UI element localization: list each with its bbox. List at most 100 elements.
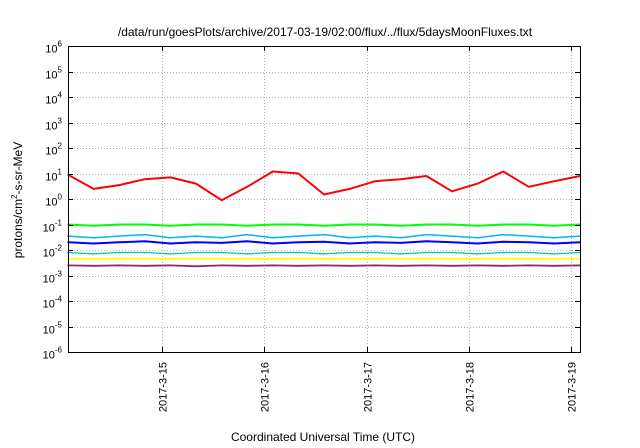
data-point xyxy=(272,251,274,254)
data-point xyxy=(272,264,274,267)
data-point xyxy=(425,223,428,226)
y-tick-label: 100 xyxy=(45,193,62,209)
data-point xyxy=(220,258,223,260)
data-point xyxy=(297,241,300,244)
data-point xyxy=(451,251,453,254)
data-point xyxy=(502,258,505,260)
data-point xyxy=(400,265,402,267)
data-point xyxy=(374,241,377,244)
y-tick-label: 101 xyxy=(45,168,62,184)
data-point xyxy=(476,237,479,239)
y-tick-label: 102 xyxy=(45,142,62,158)
data-point xyxy=(220,199,223,201)
data-point xyxy=(348,265,351,267)
data-point xyxy=(528,223,530,226)
data-point xyxy=(195,223,197,226)
data-point xyxy=(476,224,479,227)
data-point xyxy=(323,224,325,227)
data-point xyxy=(348,237,351,239)
data-point xyxy=(425,264,428,267)
data-point xyxy=(272,223,274,226)
data-point xyxy=(476,182,479,185)
data-point xyxy=(118,251,120,254)
data-point xyxy=(144,223,146,226)
data-point xyxy=(272,170,274,173)
data-point xyxy=(502,223,505,226)
data-point xyxy=(92,265,95,267)
data-point xyxy=(502,233,505,236)
y-tick-label: 10-5 xyxy=(43,321,63,337)
data-point xyxy=(553,242,556,245)
data-point xyxy=(348,242,351,245)
data-point xyxy=(323,193,325,196)
data-point xyxy=(400,224,402,227)
data-point xyxy=(118,264,120,267)
data-point xyxy=(400,237,402,239)
data-point xyxy=(272,242,274,245)
data-point xyxy=(374,180,377,182)
data-point xyxy=(297,235,300,237)
data-point xyxy=(553,258,556,260)
data-point xyxy=(502,170,505,173)
data-point xyxy=(528,186,530,188)
data-point xyxy=(220,264,223,267)
data-point xyxy=(553,253,556,255)
data-point xyxy=(502,241,505,243)
data-point xyxy=(118,184,120,186)
data-point xyxy=(425,175,428,177)
data-point xyxy=(118,241,120,244)
data-point xyxy=(502,251,505,254)
data-point xyxy=(553,237,556,239)
chart-title: /data/run/goesPlots/archive/2017-03-19/0… xyxy=(118,25,533,39)
data-point xyxy=(348,223,351,226)
data-point xyxy=(220,242,223,244)
data-point xyxy=(528,241,530,244)
data-point xyxy=(528,235,530,237)
data-point xyxy=(246,233,248,236)
data-point xyxy=(323,241,325,243)
data-point xyxy=(400,258,402,260)
x-tick-label: 2017-3-16 xyxy=(260,362,272,412)
data-point xyxy=(246,258,248,260)
data-point xyxy=(451,258,453,260)
data-point xyxy=(400,253,402,255)
data-point xyxy=(92,258,95,260)
data-point xyxy=(348,188,351,190)
data-point xyxy=(374,251,377,254)
data-point xyxy=(374,258,377,260)
data-point xyxy=(297,258,300,260)
data-point xyxy=(323,264,325,267)
data-point xyxy=(272,258,274,260)
y-tick-label: 10-4 xyxy=(43,295,63,311)
y-tick-label: 104 xyxy=(45,91,62,107)
data-point xyxy=(348,251,351,254)
y-tick-label: 10-3 xyxy=(43,270,63,286)
data-point xyxy=(451,223,453,226)
data-point xyxy=(169,264,172,267)
data-point xyxy=(425,240,428,243)
data-point xyxy=(553,224,556,227)
data-point xyxy=(476,258,479,260)
data-point xyxy=(528,258,530,260)
ticks xyxy=(68,46,580,353)
data-point xyxy=(476,253,479,255)
y-tick-label: 10-2 xyxy=(43,244,63,260)
data-point xyxy=(476,264,479,267)
data-point xyxy=(400,242,402,244)
data-point xyxy=(476,242,479,245)
data-point xyxy=(169,242,172,245)
data-point xyxy=(297,265,300,267)
data-point xyxy=(374,264,377,267)
data-point xyxy=(400,178,402,180)
data-point xyxy=(118,258,120,260)
data-point xyxy=(92,237,95,239)
data-point xyxy=(169,237,172,239)
data-point xyxy=(297,223,300,226)
data-point xyxy=(451,241,453,244)
data-point xyxy=(195,241,197,244)
y-tick-label: 106 xyxy=(45,40,62,56)
data-point xyxy=(92,224,95,227)
data-point xyxy=(323,233,325,236)
data-point xyxy=(297,172,300,175)
